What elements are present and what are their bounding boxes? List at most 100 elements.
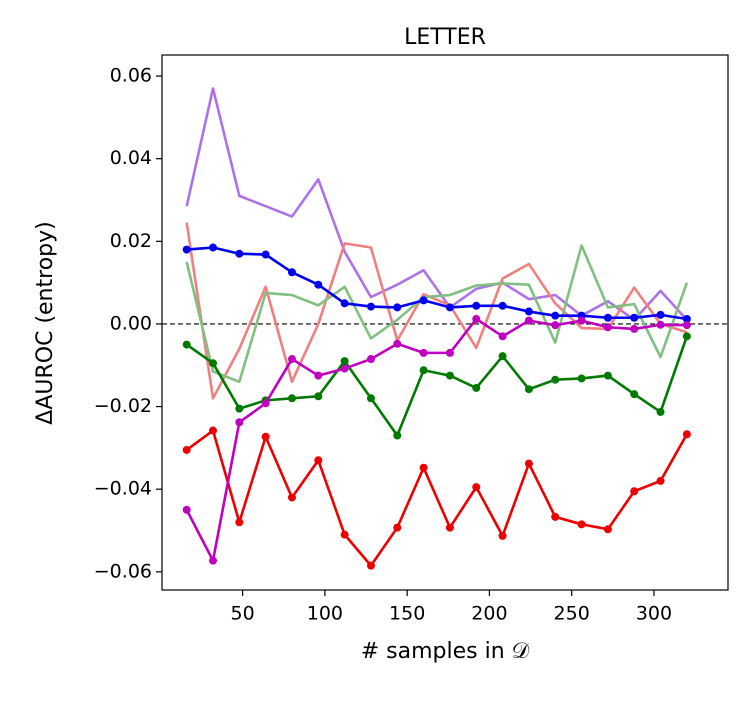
series-marker	[393, 339, 402, 348]
series-marker	[524, 385, 533, 394]
series-marker	[209, 426, 218, 435]
series-marker	[472, 383, 481, 392]
series-line	[185, 429, 688, 567]
series-line	[186, 246, 688, 321]
y-tick-label: −0.02	[94, 395, 152, 417]
series-marker	[445, 303, 454, 312]
series-marker	[209, 556, 218, 565]
series-marker	[551, 512, 560, 521]
series-marker	[682, 314, 691, 323]
y-tick-label: 0.02	[110, 230, 152, 252]
series-marker	[393, 523, 402, 532]
series-marker	[472, 483, 481, 492]
series-marker	[287, 268, 296, 277]
series-marker	[235, 518, 244, 527]
series-marker	[603, 371, 612, 380]
series-marker	[630, 324, 639, 333]
series-marker	[182, 445, 191, 454]
x-axis-label: # samples in 𝒟	[361, 639, 530, 664]
x-tick-label: 150	[389, 603, 425, 625]
series-marker	[577, 520, 586, 529]
series-marker	[419, 463, 428, 472]
series-marker	[314, 371, 323, 380]
series-marker	[498, 352, 507, 361]
series-marker	[182, 505, 191, 514]
series-marker	[682, 321, 691, 330]
series-marker	[498, 332, 507, 341]
series-marker	[235, 418, 244, 427]
series-marker	[472, 301, 481, 310]
series-marker	[366, 355, 375, 364]
y-axis-label: ΔAUROC (entropy)	[33, 221, 58, 424]
x-tick-label: 300	[636, 603, 672, 625]
series-marker	[603, 323, 612, 332]
series-marker	[287, 493, 296, 502]
x-tick-label: 100	[307, 603, 343, 625]
series-marker	[235, 404, 244, 413]
y-tick-label: 0.06	[110, 65, 152, 87]
series-marker	[445, 523, 454, 532]
series-marker	[445, 348, 454, 357]
series-marker	[393, 431, 402, 440]
series-marker	[366, 394, 375, 403]
series-marker	[182, 245, 191, 254]
series-marker	[498, 531, 507, 540]
series-marker	[551, 311, 560, 320]
series-marker	[261, 250, 270, 259]
series-marker	[419, 348, 428, 357]
series-marker	[366, 561, 375, 570]
series-marker	[682, 430, 691, 439]
series-marker	[524, 459, 533, 468]
series-line	[185, 335, 689, 437]
plot-frame	[161, 54, 729, 591]
series-marker	[656, 407, 665, 416]
series-marker	[314, 456, 323, 465]
series-marker	[551, 321, 560, 330]
series-marker	[603, 313, 612, 322]
series-marker	[656, 320, 665, 329]
series-line	[185, 244, 689, 384]
series-marker	[182, 340, 191, 349]
series-marker	[393, 303, 402, 312]
series-marker	[472, 314, 481, 323]
x-tick-label: 200	[471, 603, 507, 625]
x-tick-label: 250	[554, 603, 590, 625]
series-marker	[630, 487, 639, 496]
series-marker	[577, 374, 586, 383]
series-marker	[682, 332, 691, 341]
series-marker	[366, 302, 375, 311]
y-tick-label: 0.04	[110, 147, 152, 169]
series-marker	[314, 280, 323, 289]
series-line	[185, 317, 687, 562]
series-marker	[524, 307, 533, 316]
series-marker	[340, 357, 349, 366]
y-tick-label: 0.00	[110, 312, 152, 334]
series-marker	[340, 299, 349, 308]
series-line	[185, 222, 688, 400]
series-marker	[261, 399, 270, 408]
series-marker	[261, 432, 270, 441]
series-marker	[577, 316, 586, 325]
series-marker	[287, 394, 296, 403]
series-marker	[419, 296, 428, 305]
series-marker	[630, 313, 639, 322]
chart-title: LETTER	[404, 25, 486, 50]
series-marker	[445, 371, 454, 380]
series-marker	[235, 249, 244, 258]
series-marker	[287, 355, 296, 364]
series-marker	[551, 375, 560, 384]
series-line	[185, 87, 688, 322]
x-tick-label: 50	[231, 603, 255, 625]
series-marker	[340, 364, 349, 373]
series-marker	[603, 525, 612, 534]
series-marker	[209, 243, 218, 252]
series-marker	[314, 392, 323, 401]
y-tick-label: −0.06	[94, 560, 152, 582]
series-marker	[656, 310, 665, 319]
series-marker	[630, 390, 639, 399]
series-marker	[419, 366, 428, 375]
series-marker	[656, 476, 665, 485]
series-marker	[209, 359, 218, 368]
series-marker	[524, 316, 533, 325]
series-marker	[498, 301, 507, 310]
